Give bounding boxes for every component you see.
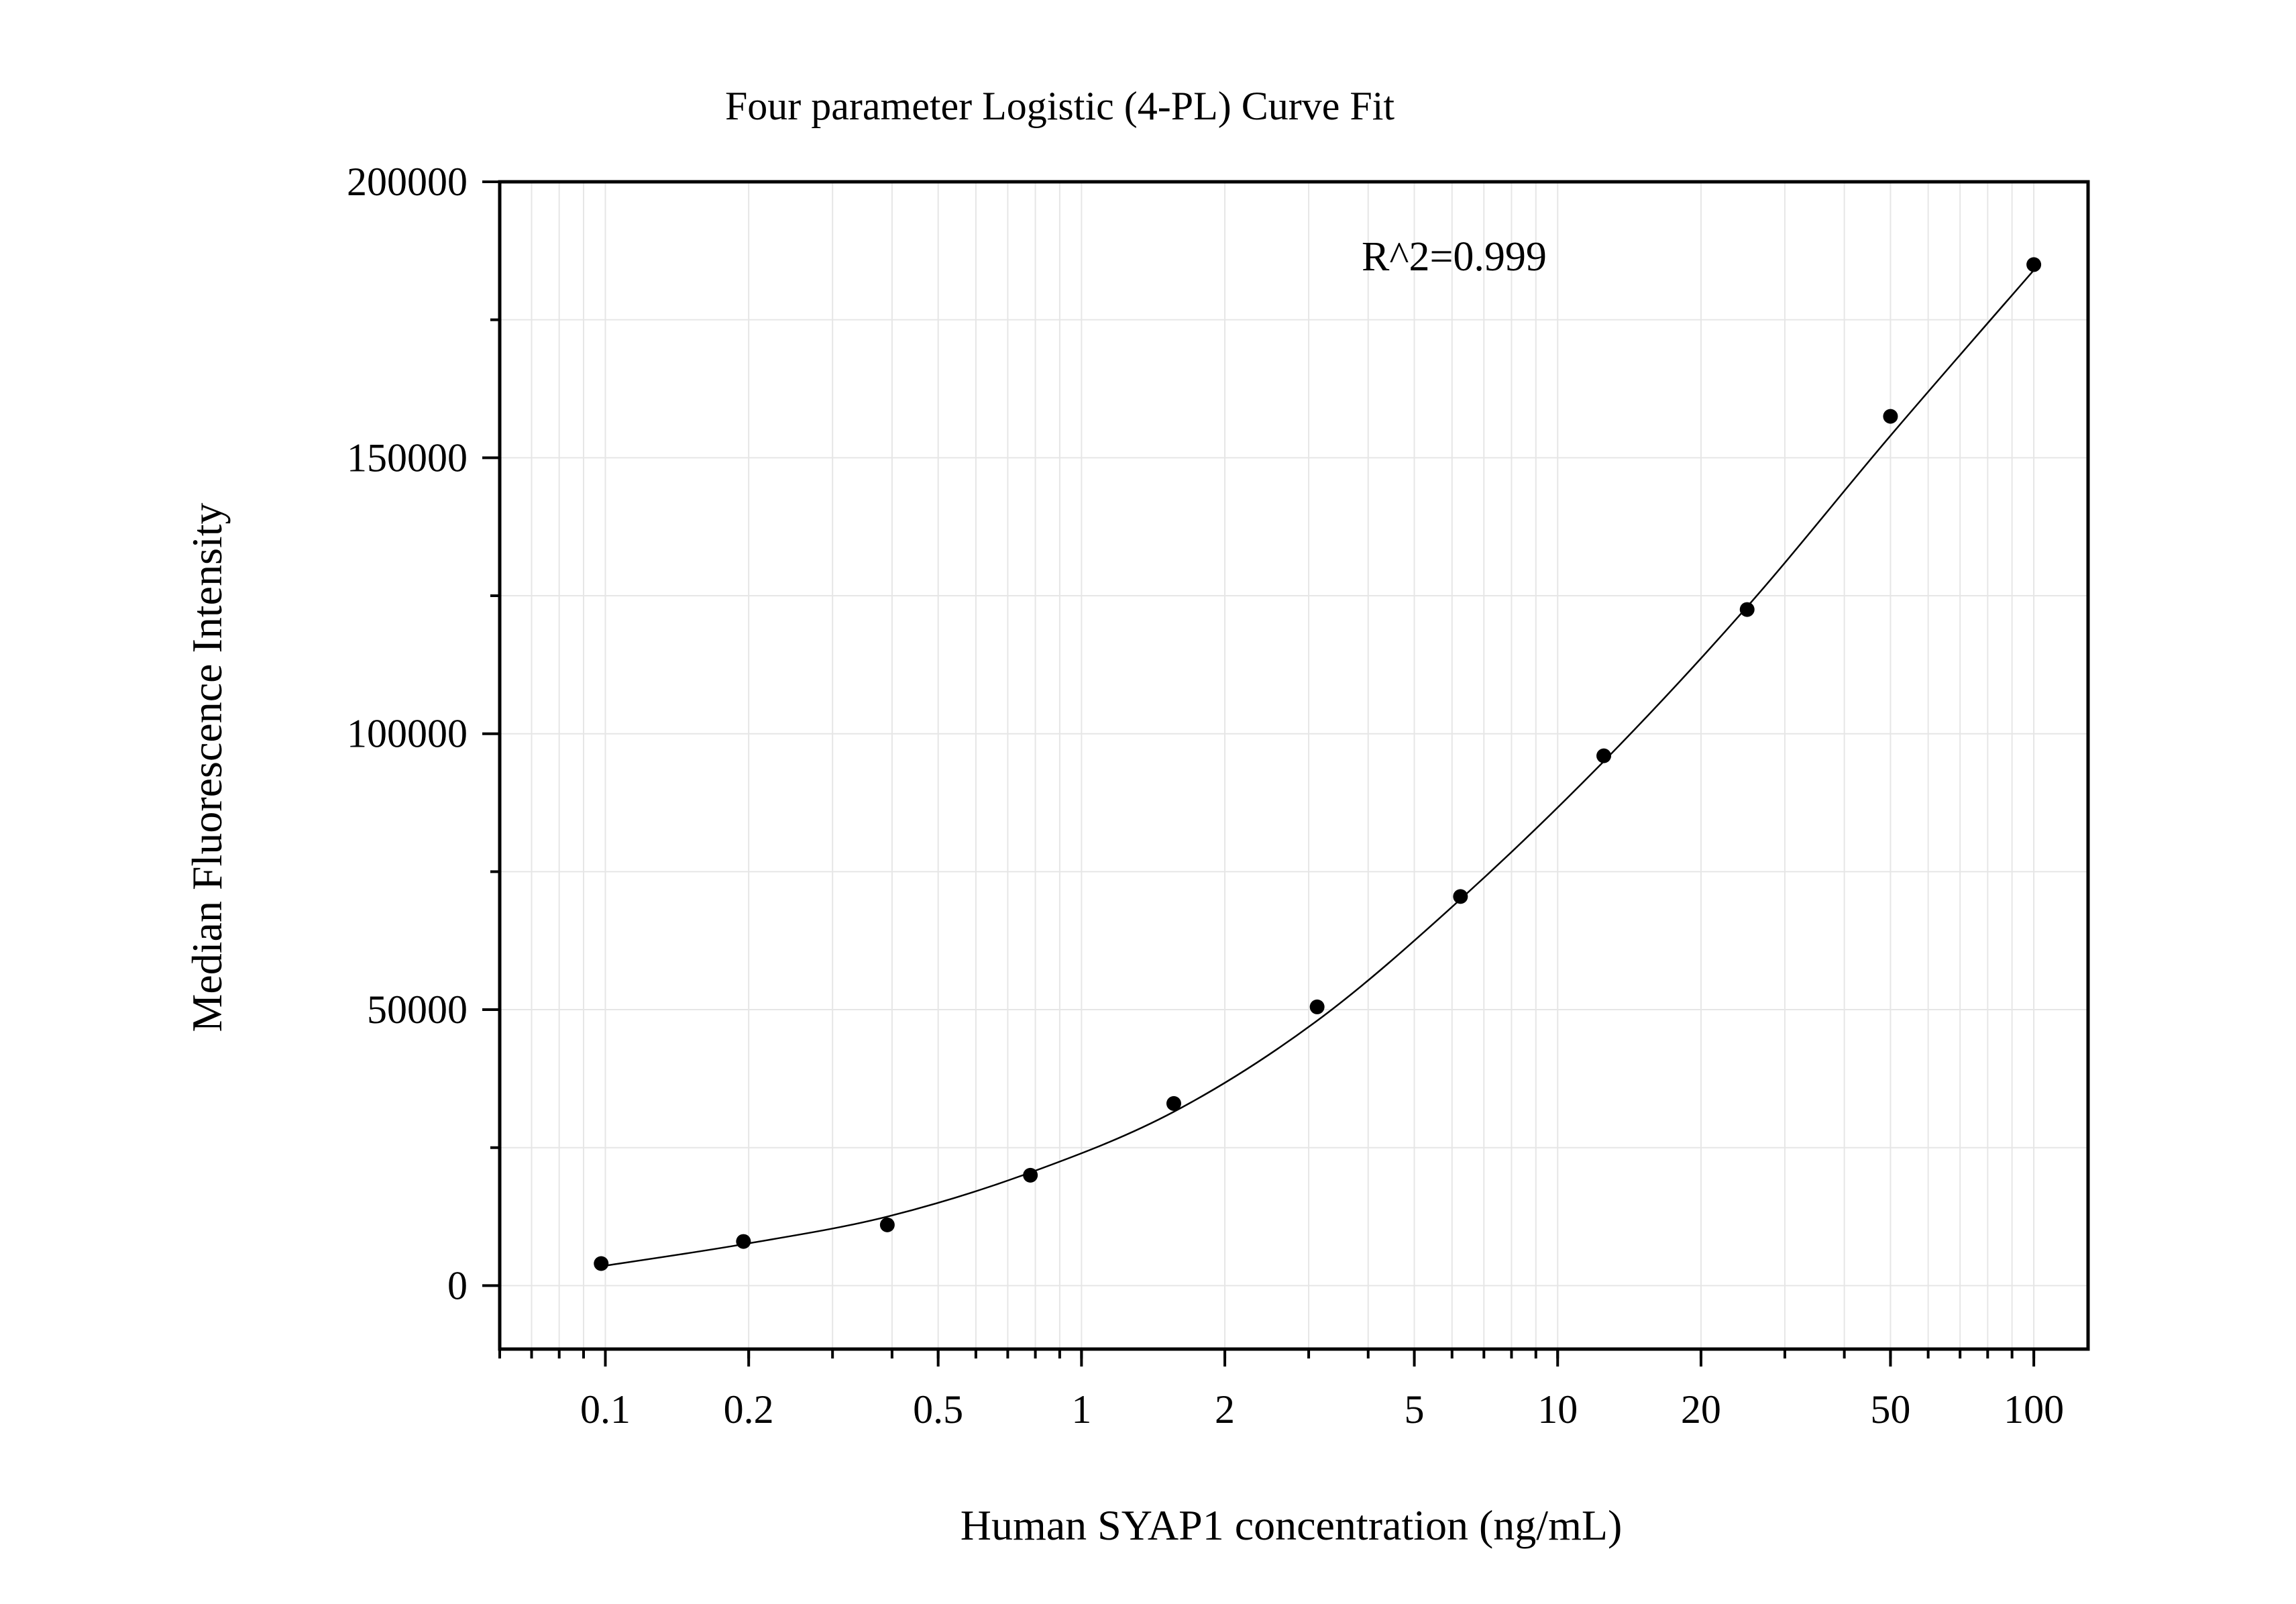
x-tick-label: 0.5 xyxy=(913,1387,963,1432)
r-squared-annotation: R^2=0.999 xyxy=(1362,234,1547,280)
fit-curve xyxy=(601,269,2035,1267)
plot-frame xyxy=(498,180,2090,1351)
x-tick-label: 2 xyxy=(1215,1387,1235,1432)
x-tick-label: 50 xyxy=(1870,1387,1910,1432)
data-series xyxy=(594,257,2042,1271)
data-point xyxy=(594,1256,609,1271)
x-tick-label: 0.2 xyxy=(724,1387,774,1432)
data-point xyxy=(2026,257,2042,272)
x-axis-ticks: 0.1 0.2 0.5 1 2 5 10 20 50 100 xyxy=(498,1349,2064,1432)
x-tick-label: 1 xyxy=(1071,1387,1091,1432)
data-point xyxy=(1883,409,1898,424)
y-axis-ticks: 0 50000 100000 150000 200000 xyxy=(347,160,500,1307)
data-point xyxy=(1596,748,1612,763)
data-point xyxy=(1166,1095,1181,1111)
data-point xyxy=(736,1234,751,1249)
data-point xyxy=(1453,889,1468,904)
y-tick-label: 50000 xyxy=(367,987,468,1032)
x-axis-label: Human SYAP1 concentration (ng/mL) xyxy=(961,1501,1623,1549)
y-tick-label: 200000 xyxy=(347,160,468,204)
axes xyxy=(498,180,2090,1351)
x-tick-label: 100 xyxy=(2004,1387,2064,1432)
major-gridlines xyxy=(500,319,2088,1287)
x-tick-label: 5 xyxy=(1405,1387,1425,1432)
y-tick-label: 150000 xyxy=(347,435,468,480)
x-tick-label: 10 xyxy=(1537,1387,1578,1432)
data-point xyxy=(1739,602,1755,617)
minor-gridlines xyxy=(499,182,2035,1349)
y-axis-label: Median Fluorescence Intensity xyxy=(183,502,231,1032)
y-tick-label: 100000 xyxy=(347,712,468,756)
x-tick-label: 0.1 xyxy=(580,1387,631,1432)
data-point xyxy=(1309,999,1325,1014)
x-tick-label: 20 xyxy=(1681,1387,1721,1432)
data-point xyxy=(879,1217,895,1232)
y-tick-label: 0 xyxy=(447,1263,468,1307)
chart-title: Four parameter Logistic (4-PL) Curve Fit xyxy=(725,84,1395,128)
data-point xyxy=(1023,1167,1038,1183)
